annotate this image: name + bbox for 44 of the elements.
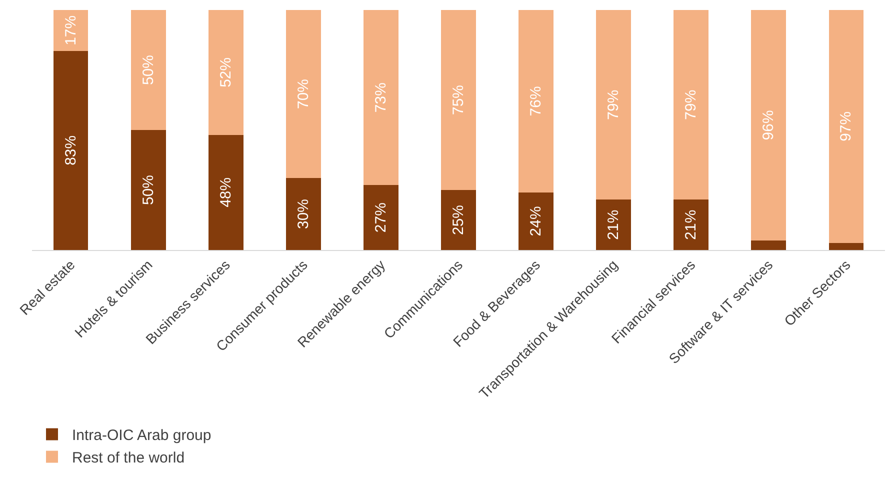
data-label: 17%: [62, 15, 80, 46]
data-label: 83%: [62, 135, 80, 166]
data-label: 70%: [294, 78, 312, 110]
data-label: 24%: [528, 206, 545, 236]
bar: [751, 10, 786, 240]
bar: [828, 10, 864, 243]
bar: [53, 10, 88, 51]
bar: [596, 10, 632, 200]
data-label: 96%: [760, 110, 778, 140]
bar: [130, 10, 166, 130]
bar: [286, 178, 321, 250]
bar: [828, 242, 864, 250]
data-label: 75%: [450, 84, 467, 116]
bar: [286, 10, 321, 178]
data-label: 97%: [838, 111, 855, 142]
data-label: 73%: [372, 82, 390, 113]
bar: [674, 200, 709, 250]
bar: [751, 240, 786, 250]
bar: [364, 10, 398, 186]
bar: [208, 134, 244, 250]
bar: [53, 50, 88, 250]
data-label: 30%: [294, 198, 312, 230]
bar: [364, 185, 398, 250]
data-label: 76%: [528, 86, 545, 116]
data-label: 21%: [605, 210, 622, 240]
legend-label: Rest of the world: [72, 450, 185, 467]
legend-label: Intra-OIC Arab group: [72, 427, 212, 444]
bar: [518, 192, 554, 250]
data-label: 79%: [605, 90, 622, 120]
bar: [518, 10, 554, 192]
data-label: 52%: [217, 57, 234, 88]
bar: [674, 10, 709, 200]
data-label: 21%: [682, 210, 700, 240]
bar: [130, 130, 166, 250]
data-label: 25%: [450, 204, 467, 236]
bar: [441, 190, 476, 250]
data-label: 79%: [682, 90, 700, 120]
data-label: 50%: [140, 174, 157, 206]
data-label: 50%: [140, 54, 157, 86]
bar: [441, 10, 476, 190]
bar: [596, 200, 632, 250]
data-label: 48%: [217, 177, 234, 208]
data-label: 27%: [372, 202, 390, 233]
bar: [208, 10, 244, 135]
